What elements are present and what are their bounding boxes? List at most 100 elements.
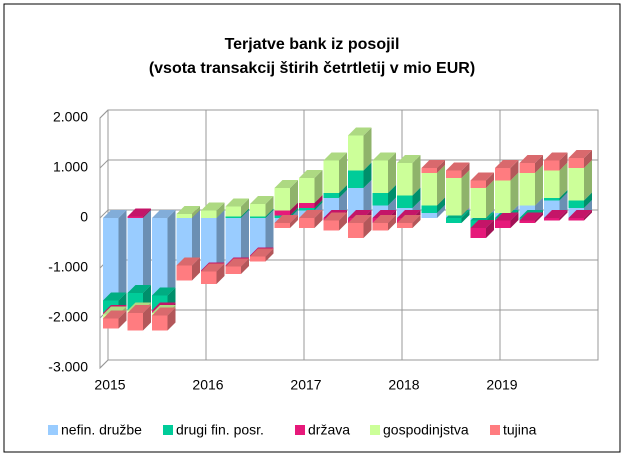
bar-side <box>486 172 494 188</box>
bar <box>397 163 413 196</box>
bar-top <box>225 198 249 207</box>
y-tick-label: 1.000 <box>53 159 88 175</box>
bar <box>152 315 168 331</box>
bar-top <box>495 160 519 168</box>
bar <box>470 188 486 218</box>
bar-side <box>559 210 568 221</box>
bar <box>323 193 339 198</box>
bar <box>127 313 143 331</box>
bar-side <box>437 197 445 213</box>
bar-side <box>510 212 519 228</box>
bar-side <box>314 195 323 208</box>
bar-top <box>201 202 225 211</box>
bar-side <box>559 152 568 171</box>
bar-top <box>470 220 494 228</box>
bar-side <box>118 310 127 329</box>
bar-top <box>250 248 274 257</box>
bar <box>225 216 241 218</box>
bar-top <box>397 215 421 223</box>
legend-swatch <box>490 425 500 435</box>
bar <box>519 173 535 206</box>
bar <box>348 223 364 238</box>
bar-side <box>412 187 421 208</box>
bar <box>397 223 413 228</box>
bar-top <box>103 292 127 301</box>
bar-top <box>397 155 421 163</box>
bar-side <box>241 210 249 266</box>
bar-side <box>216 202 225 218</box>
bar <box>421 205 437 213</box>
legend-label: gospodinjstva <box>383 422 469 438</box>
bar <box>201 271 217 284</box>
chart-title: Terjatve bank iz posojil <box>225 36 400 53</box>
bar-side <box>461 162 470 178</box>
bar-top <box>250 196 274 204</box>
bar-side <box>535 165 543 206</box>
bar-top <box>201 263 225 272</box>
bar <box>250 204 266 217</box>
bar-top <box>421 160 445 168</box>
legend-label: država <box>308 422 350 438</box>
bar-top <box>348 127 372 136</box>
bar <box>274 223 290 228</box>
legend-swatch <box>370 425 380 435</box>
bar <box>544 218 560 221</box>
bar-side <box>290 215 298 228</box>
bar-side <box>339 185 347 198</box>
bar-top <box>127 208 151 217</box>
bar-top <box>176 206 200 214</box>
bar-top <box>397 210 421 218</box>
bar-top <box>299 170 323 178</box>
bar <box>176 214 192 218</box>
bar <box>568 218 584 221</box>
bar-top <box>127 285 151 293</box>
bar <box>348 170 364 188</box>
y-tick-label: -1.000 <box>48 259 88 275</box>
bar-side <box>412 155 421 196</box>
bar <box>274 210 290 216</box>
bar <box>372 193 388 206</box>
bar-side <box>143 305 151 331</box>
x-tick-label: 2019 <box>486 377 517 393</box>
bar <box>152 218 168 296</box>
bar-side <box>584 150 592 168</box>
bar-top <box>103 310 127 319</box>
bar <box>225 218 241 266</box>
bar <box>225 206 241 217</box>
bar-top <box>274 180 298 188</box>
bar <box>495 168 511 181</box>
bar-side <box>314 210 323 228</box>
bar-top <box>519 212 543 221</box>
bar <box>544 198 560 201</box>
bar-top <box>568 210 592 218</box>
bar-side <box>437 165 445 206</box>
bar-top <box>274 215 298 223</box>
bar-side <box>510 160 519 181</box>
bar-side <box>241 258 249 274</box>
bar-side <box>363 180 372 218</box>
bar-side <box>265 210 274 256</box>
x-tick-label: 2016 <box>192 377 223 393</box>
bar <box>250 216 266 218</box>
bar <box>299 218 315 228</box>
bar <box>446 218 462 223</box>
bar-side <box>486 180 494 218</box>
legend-label: tujina <box>503 422 537 438</box>
bar <box>250 256 266 262</box>
bar-side <box>363 162 372 188</box>
bar-side <box>388 215 396 231</box>
bar <box>299 208 315 211</box>
y-tick-label: 2.000 <box>53 109 88 125</box>
bar <box>250 218 266 256</box>
bar <box>568 158 584 168</box>
bar <box>201 218 217 271</box>
legend-label: nefin. družbe <box>61 422 142 438</box>
legend-swatch <box>48 425 58 435</box>
bar-top <box>323 152 347 161</box>
bar <box>397 195 413 208</box>
bar-side <box>584 160 592 201</box>
bar-side <box>388 185 396 206</box>
bar <box>299 203 315 208</box>
bar-side <box>192 210 200 266</box>
bar-top <box>348 215 372 223</box>
